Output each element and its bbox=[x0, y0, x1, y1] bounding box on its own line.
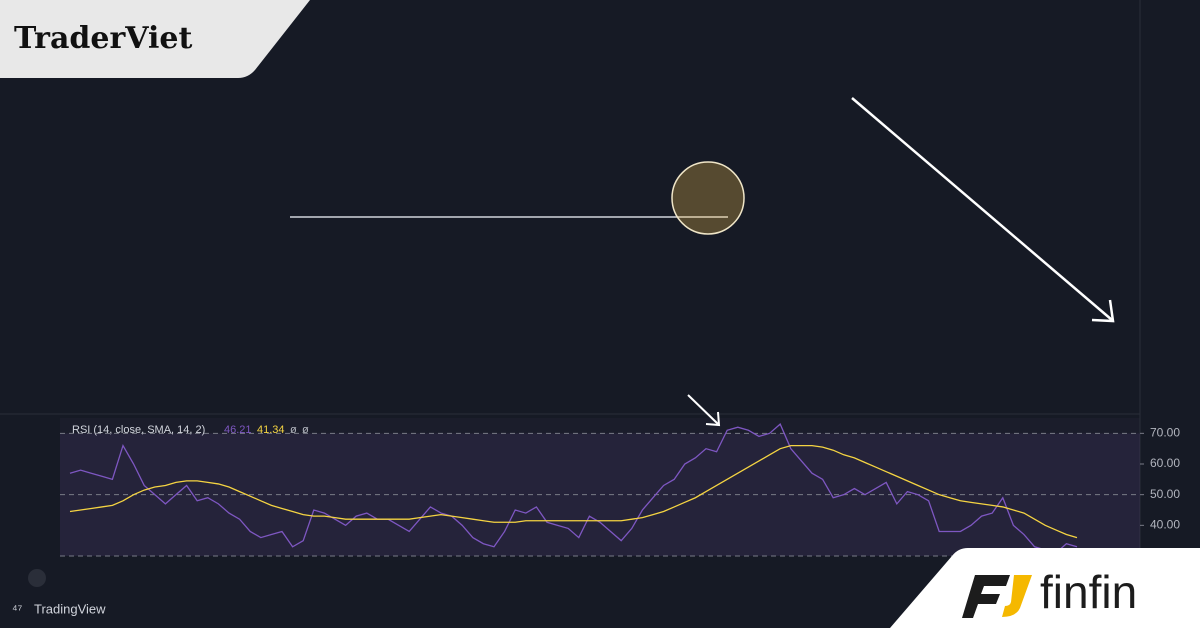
rsi-pane bbox=[60, 418, 1140, 556]
top-logo: TraderViet bbox=[14, 21, 192, 56]
y2-tick-label: 70.00 bbox=[1150, 426, 1180, 440]
rsi-readout: 46.21 bbox=[224, 424, 252, 436]
y2-tick-label: 50.00 bbox=[1150, 487, 1180, 501]
rsi-readout: 41.34 bbox=[257, 424, 285, 436]
finfin-icon bbox=[962, 575, 1032, 618]
rsi-readout: ø bbox=[290, 424, 297, 436]
pointer-arrow bbox=[687, 394, 721, 427]
rsi-line bbox=[69, 444, 1078, 539]
rsi-title: RSI (14, close, SMA, 14, 2) bbox=[72, 424, 205, 436]
trend-arrow bbox=[851, 97, 1115, 323]
top-logo-box bbox=[0, 0, 310, 78]
rsi-line bbox=[69, 423, 1078, 554]
timezone-icon bbox=[28, 569, 46, 587]
bottom-logo: finfin bbox=[1040, 566, 1137, 618]
tv-mark: ⁴⁷ bbox=[12, 601, 23, 616]
rsi-readout: ø bbox=[302, 424, 309, 436]
platform-name: TradingView bbox=[34, 601, 106, 616]
y2-tick-label: 60.00 bbox=[1150, 456, 1180, 470]
y2-tick-label: 40.00 bbox=[1150, 518, 1180, 532]
highlight-circle bbox=[671, 161, 745, 235]
